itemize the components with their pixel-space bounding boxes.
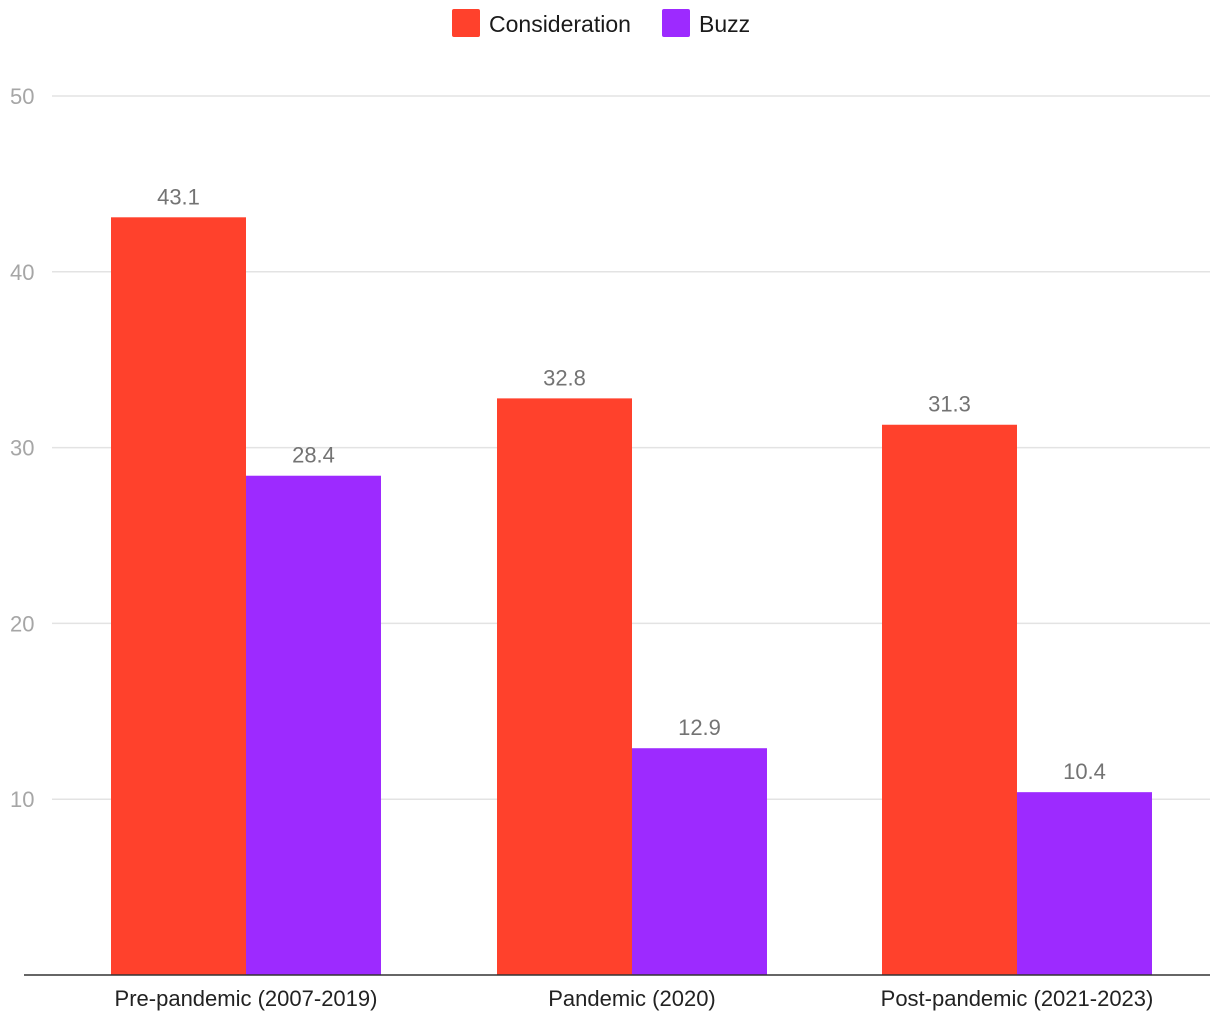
legend: Consideration Buzz (452, 9, 750, 37)
bars (111, 217, 1152, 976)
data-label-buzz-0: 28.4 (292, 443, 335, 468)
legend-label-consideration: Consideration (489, 11, 631, 37)
x-category-label: Post-pandemic (2021-2023) (881, 986, 1154, 1011)
bar-consideration-1 (497, 398, 632, 976)
y-tick-label: 20 (10, 611, 34, 636)
y-tick-label: 40 (10, 260, 34, 285)
legend-swatch-consideration (452, 9, 480, 37)
x-category-label: Pre-pandemic (2007-2019) (115, 986, 378, 1011)
y-tick-label: 50 (10, 84, 34, 109)
y-axis-ticks: 10 20 30 40 50 (10, 84, 34, 812)
bar-buzz-2 (1017, 792, 1152, 975)
data-label-consideration-0: 43.1 (157, 184, 200, 209)
y-tick-label: 10 (10, 787, 34, 812)
bar-buzz-0 (246, 475, 381, 975)
bar-consideration-0 (111, 217, 246, 975)
data-label-buzz-2: 10.4 (1063, 759, 1106, 784)
data-label-consideration-2: 31.3 (928, 392, 971, 417)
data-label-buzz-1: 12.9 (678, 715, 721, 740)
data-labels: 43.1 28.4 32.8 12.9 31.3 10.4 (157, 184, 1106, 784)
legend-swatch-buzz (662, 9, 690, 37)
bar-buzz-1 (632, 748, 767, 975)
legend-label-buzz: Buzz (699, 11, 750, 37)
x-axis-category-labels: Pre-pandemic (2007-2019) Pandemic (2020) P… (115, 986, 1154, 1011)
data-label-consideration-1: 32.8 (543, 365, 586, 390)
y-tick-label: 30 (10, 436, 34, 461)
x-category-label: Pandemic (2020) (548, 986, 716, 1011)
bar-consideration-2 (882, 424, 1017, 976)
